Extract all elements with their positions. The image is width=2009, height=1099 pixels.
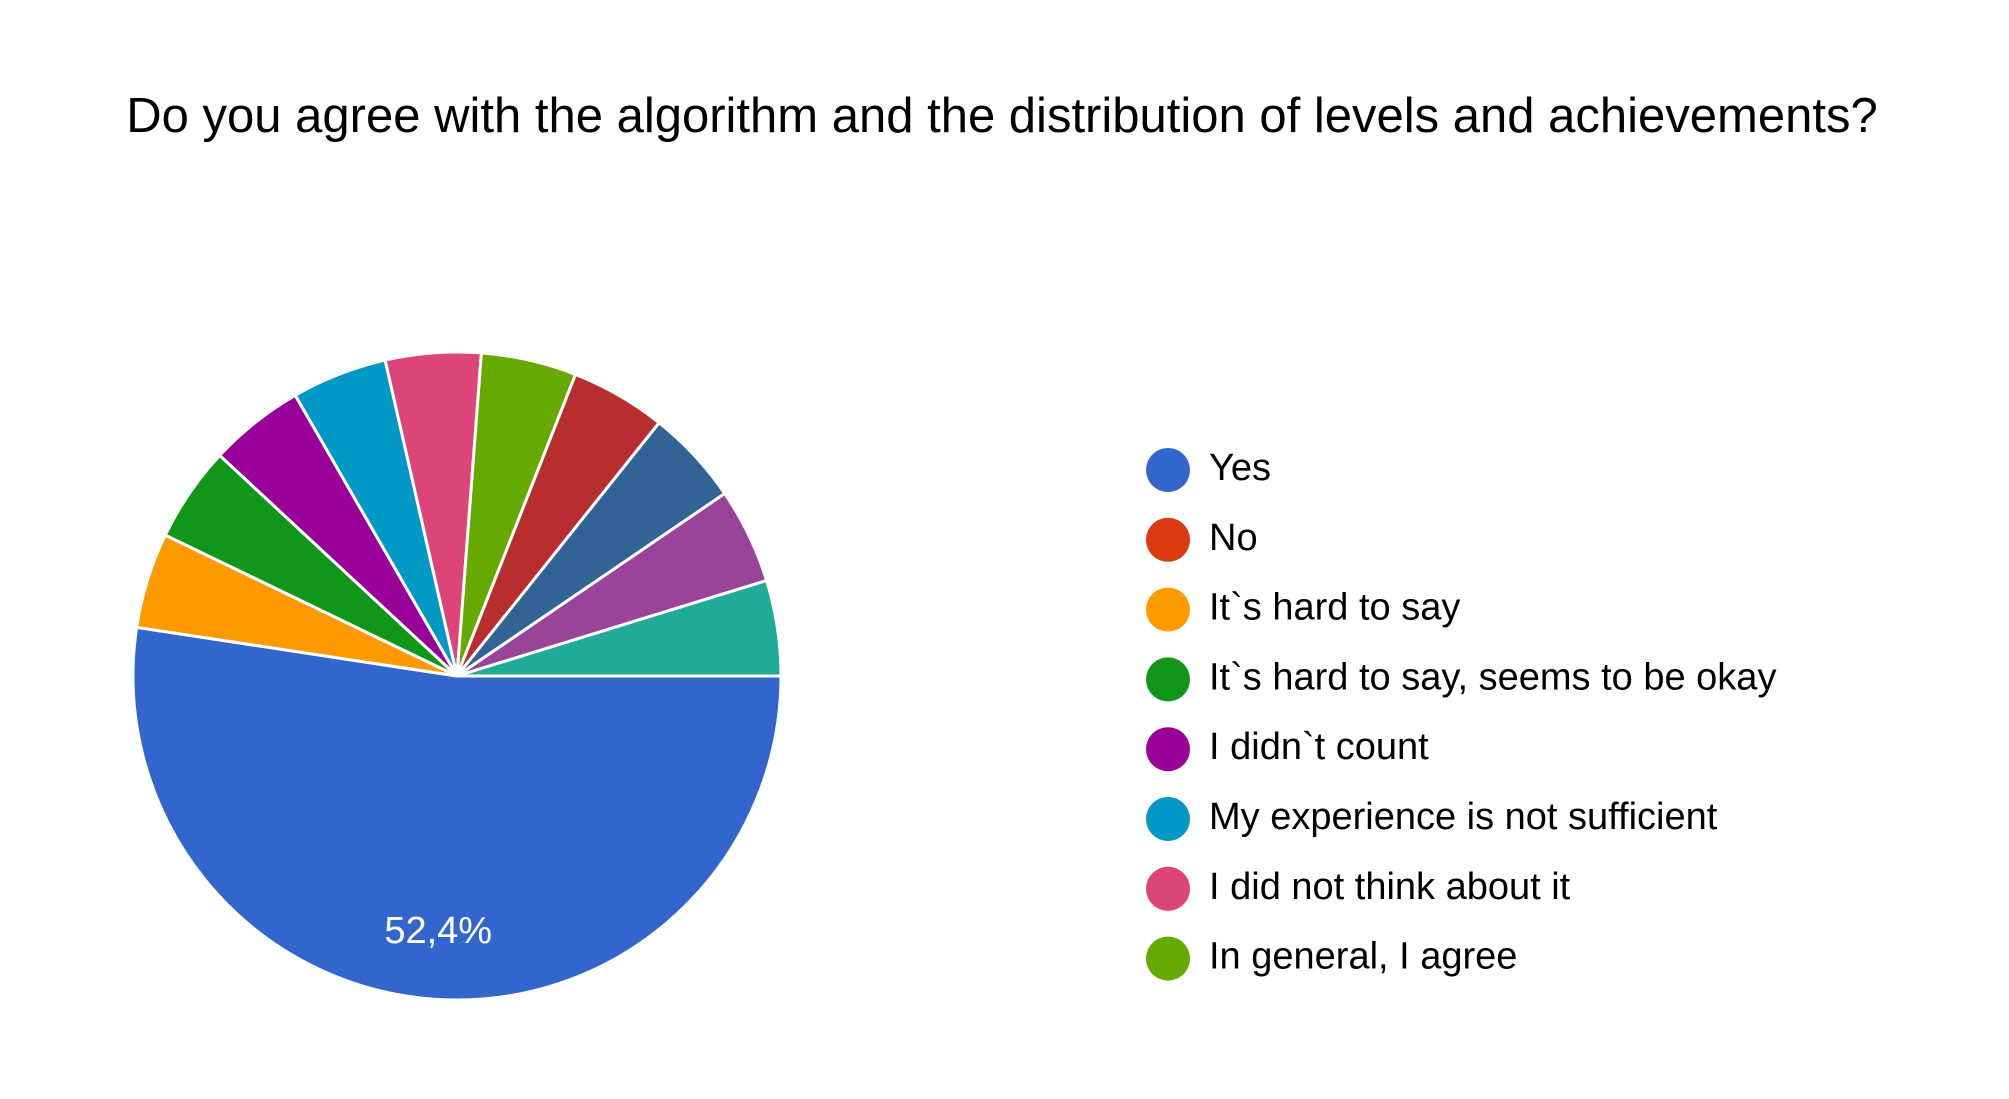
legend-marker	[1146, 587, 1190, 632]
legend-marker	[1146, 936, 1190, 981]
data-label: 52,4%	[384, 910, 492, 952]
legend-label: Yes	[1209, 447, 1271, 489]
legend-marker	[1146, 727, 1190, 772]
legend-label: In general, I agree	[1209, 936, 1517, 978]
legend-label: No	[1209, 517, 1258, 559]
legend-label: It`s hard to say, seems to be okay	[1209, 656, 1776, 698]
pie-slice	[456, 578, 783, 678]
legend-marker	[1146, 448, 1190, 492]
chart-title: Do you agree with the algorithm and the …	[126, 89, 1877, 143]
legend-label: It`s hard to say	[1209, 587, 1460, 629]
legend-marker	[1146, 797, 1190, 841]
legend-marker	[1146, 657, 1190, 702]
legend-marker	[1146, 866, 1190, 911]
pie-slice	[131, 625, 783, 1002]
legend-marker	[1146, 517, 1190, 562]
legend-label: I did not think about it	[1209, 866, 1571, 908]
legend-label: I didn`t count	[1209, 726, 1429, 768]
legend-label: My experience is not sufficient	[1209, 796, 1718, 838]
